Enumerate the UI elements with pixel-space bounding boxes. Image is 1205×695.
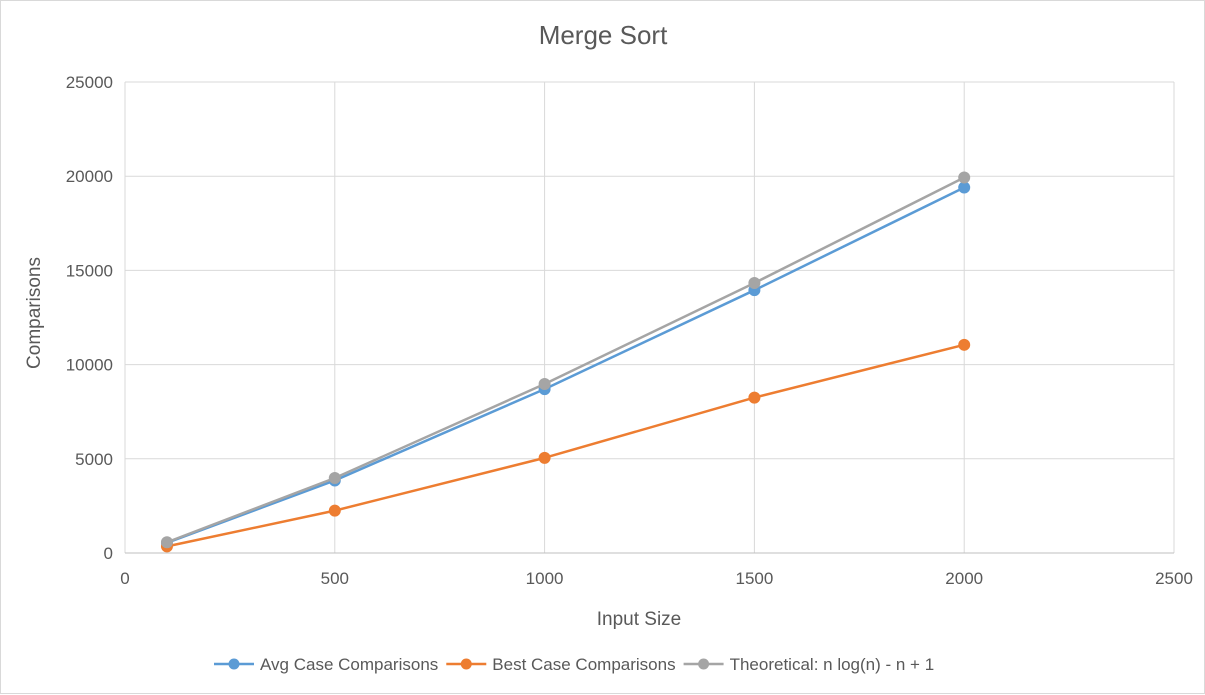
legend-swatch-marker xyxy=(228,658,240,670)
data-point xyxy=(958,338,971,351)
data-point xyxy=(538,451,551,464)
y-tick-label: 25000 xyxy=(66,73,113,92)
y-tick-label: 10000 xyxy=(66,356,113,375)
y-tick-label: 5000 xyxy=(75,450,113,469)
y-axis-title: Comparisons xyxy=(24,257,45,369)
y-tick-label: 0 xyxy=(104,544,113,563)
x-tick-label: 1000 xyxy=(526,569,564,588)
series xyxy=(160,171,971,553)
y-tick-label: 20000 xyxy=(66,167,113,186)
x-axis-ticks: 0 500 1000 1500 2000 2500 xyxy=(120,569,1193,588)
legend: Avg Case Comparisons Best Case Comparison… xyxy=(214,655,934,674)
legend-swatch-marker xyxy=(460,658,472,670)
data-point xyxy=(958,181,971,194)
series-theoretical xyxy=(160,171,971,549)
chart-title: Merge Sort xyxy=(539,20,668,50)
x-axis-title: Input Size xyxy=(597,609,682,630)
data-point xyxy=(958,171,971,184)
x-tick-label: 500 xyxy=(321,569,349,588)
y-tick-label: 15000 xyxy=(66,261,113,280)
data-point xyxy=(748,391,761,404)
series-line xyxy=(166,176,965,544)
x-tick-label: 1500 xyxy=(735,569,773,588)
legend-label: Best Case Comparisons xyxy=(492,655,675,674)
series-best xyxy=(160,338,971,553)
data-point xyxy=(328,472,341,485)
legend-label: Theoretical: n log(n) - n + 1 xyxy=(730,655,935,674)
legend-swatch-marker xyxy=(698,658,710,670)
data-point xyxy=(748,277,761,290)
series-line xyxy=(166,186,965,544)
x-tick-label: 0 xyxy=(120,569,129,588)
data-point xyxy=(538,378,551,391)
x-tick-label: 2500 xyxy=(1155,569,1193,588)
grid xyxy=(124,81,1175,554)
legend-item: Avg Case Comparisons xyxy=(214,655,438,674)
legend-label: Avg Case Comparisons xyxy=(260,655,438,674)
legend-item: Best Case Comparisons xyxy=(446,655,676,674)
data-point xyxy=(328,504,341,517)
legend-item: Theoretical: n log(n) - n + 1 xyxy=(683,655,935,674)
data-point xyxy=(160,536,173,549)
y-axis-ticks: 0 5000 10000 15000 20000 25000 xyxy=(66,73,113,563)
x-tick-label: 2000 xyxy=(945,569,983,588)
